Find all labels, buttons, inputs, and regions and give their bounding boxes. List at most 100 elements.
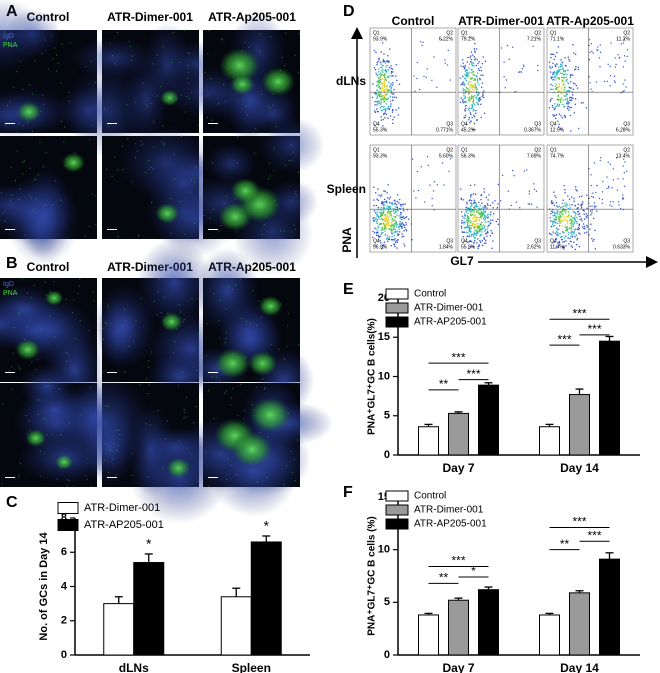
speckle [166,420,168,422]
speckle [213,293,215,295]
germinal-center [61,152,86,173]
event [571,220,573,223]
event [558,86,561,88]
event [556,231,558,233]
speckle [107,303,109,305]
event [576,190,578,192]
speckle [146,105,149,107]
event [390,238,393,241]
event [382,78,384,80]
event [436,86,438,88]
y-tick-label: 15 [378,331,390,343]
event [460,211,463,213]
event [390,103,392,105]
y-tick-label: 6 [61,546,67,558]
speckle [297,71,300,73]
germinal-center [249,397,291,433]
event [387,107,389,109]
speckle [242,99,244,101]
event [474,51,476,54]
event [531,203,533,205]
speckle [287,312,290,315]
speckle [178,384,180,387]
speckle [268,105,270,108]
event [562,230,564,233]
event [472,85,475,87]
event [565,76,567,78]
event [470,91,472,93]
legend-label: ATR-Dimer-001 [414,505,484,516]
event [400,223,403,225]
event [470,113,472,116]
event [398,228,400,230]
event [373,67,376,69]
event [468,230,471,232]
event [566,73,568,76]
panel-label: D [343,3,355,20]
event [528,193,531,195]
event [478,230,481,232]
event [474,50,476,52]
event [612,201,614,203]
event [595,205,597,207]
event [572,74,574,76]
event [554,106,556,108]
speckle [39,399,41,401]
panel-label: E [343,281,354,298]
event [467,231,469,234]
event [479,77,481,80]
event [552,215,554,217]
event [562,76,564,78]
event [479,98,482,101]
event [623,185,626,187]
event [379,223,381,226]
event [393,231,395,233]
event [472,225,475,227]
event [384,69,387,71]
speckle [249,323,251,325]
event [375,51,377,54]
speckle [261,480,263,482]
speckle [259,432,261,434]
event [553,211,556,213]
speckle [234,198,236,200]
event [386,212,389,214]
event [389,207,392,210]
event [561,202,564,204]
significance: *** [572,515,586,529]
event [622,66,625,68]
event [599,51,602,53]
legend-swatch [385,288,409,300]
scale-bar [5,372,15,373]
event [477,94,479,96]
event [397,114,400,116]
event [376,92,378,95]
speckle [226,68,228,70]
event [405,216,408,218]
significance: * [146,536,152,552]
event [472,193,475,195]
quadrant-name: Q2 [623,147,630,153]
event [500,47,503,49]
event [467,209,469,211]
event [622,42,625,44]
event [460,97,462,99]
event [465,209,467,211]
event [377,71,380,73]
event [486,235,488,237]
event [487,216,490,219]
event [382,106,384,108]
speckle [54,47,56,49]
event [572,211,575,213]
event [474,237,476,240]
event [465,206,467,208]
event [550,53,552,55]
speckle [9,100,11,103]
event [388,209,390,211]
quadrant-percent: 55.9% [461,244,476,250]
event [562,69,565,71]
speckle [291,159,293,161]
quadrant-name: Q1 [373,30,380,36]
speckle [274,109,277,112]
speckle [295,191,297,193]
